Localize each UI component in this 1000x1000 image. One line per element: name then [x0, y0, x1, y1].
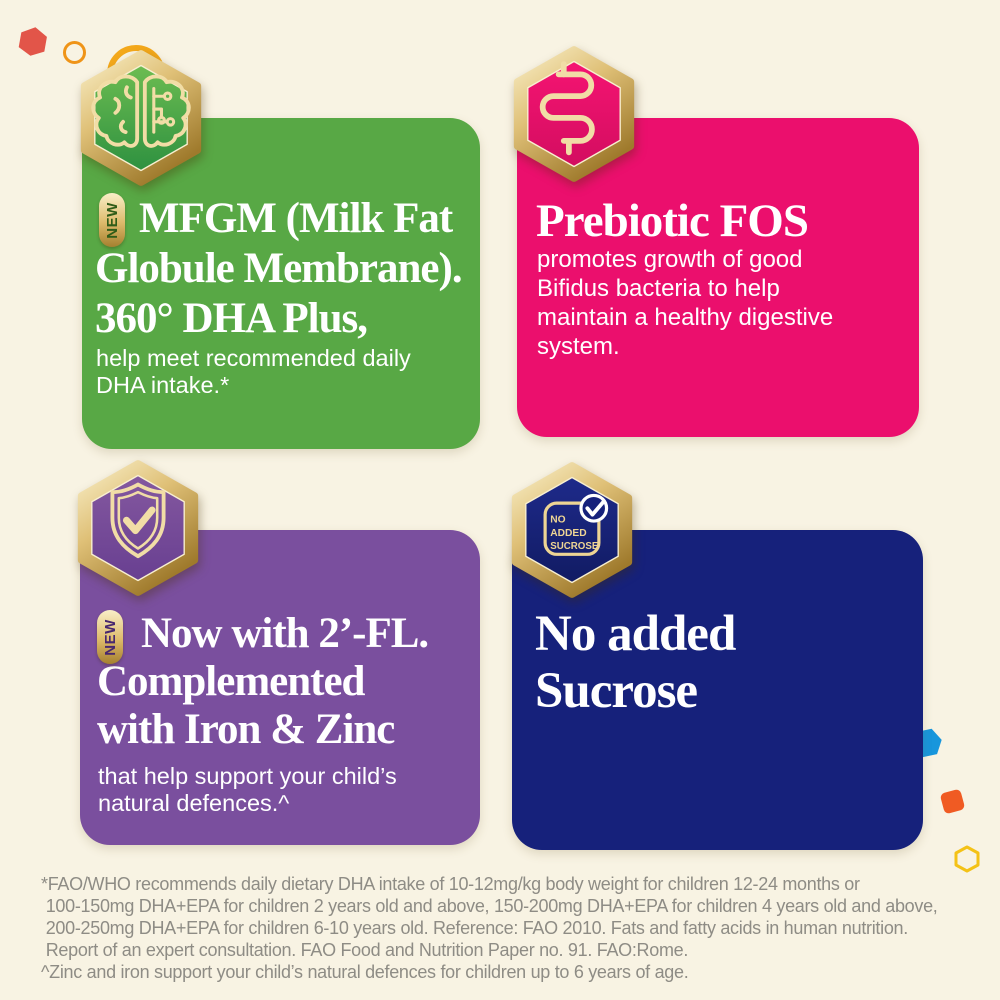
card-body: help meet recommended daily DHA intake.*	[96, 345, 411, 399]
title-line: MFGM (Milk Fat	[139, 195, 453, 242]
brain-circuit-icon	[80, 50, 202, 186]
body-line: natural defences.^	[98, 790, 290, 816]
check-circle-icon	[579, 493, 609, 523]
card-title: MFGM (Milk Fat Globule Membrane). 360° D…	[95, 194, 463, 344]
seal-text-line: ADDED	[550, 528, 586, 539]
title-line: 360° DHA Plus,	[95, 295, 368, 342]
body-line: system.	[537, 333, 620, 360]
title-line: with Iron & Zinc	[97, 706, 395, 753]
footnote-line: 100-150mg DHA+EPA for children 2 years o…	[41, 896, 938, 916]
intestine-icon	[513, 46, 635, 182]
card-body: promotes growth of good Bifidus bacteria…	[537, 245, 833, 361]
new-badge: NEW	[99, 193, 125, 247]
seal-text-line: SUCROSE	[550, 541, 599, 552]
new-badge-label: NEW	[103, 201, 121, 239]
body-line: that help support your child’s	[98, 763, 397, 789]
title-line: Complemented	[97, 658, 365, 705]
orange-square-decoration	[939, 788, 966, 815]
footnote-line: *FAO/WHO recommends daily dietary DHA in…	[41, 874, 860, 894]
no-added-sucrose-seal-icon: NO ADDED SUCROSE	[511, 462, 633, 598]
card-prebiotic-fos: Prebiotic FOS promotes growth of good Bi…	[517, 118, 919, 437]
body-line: promotes growth of good	[537, 246, 803, 273]
card-body: that help support your child’s natural d…	[98, 763, 397, 817]
red-hexagon-decoration	[18, 27, 47, 56]
footnote-line: 200-250mg DHA+EPA for children 6-10 year…	[41, 918, 909, 938]
card-title: No added Sucrose	[535, 606, 736, 720]
body-line: DHA intake.*	[96, 372, 230, 398]
title-line: Sucrose	[535, 663, 698, 719]
new-badge-label: NEW	[101, 618, 119, 656]
title-line: Globule Membrane).	[95, 245, 463, 292]
card-title: Now with 2’-FL. Complemented with Iron &…	[97, 610, 429, 754]
footnote-line: ^Zinc and iron support your child’s natu…	[41, 962, 689, 982]
new-badge: NEW	[97, 610, 123, 664]
title-line: Now with 2’-FL.	[141, 610, 429, 657]
shield-check-icon	[77, 460, 199, 596]
body-line: maintain a healthy digestive	[537, 304, 834, 331]
footnote-block: *FAO/WHO recommends daily dietary DHA in…	[41, 873, 938, 983]
footnote-line: Report of an expert consultation. FAO Fo…	[41, 940, 689, 960]
title-line: Prebiotic FOS	[536, 195, 809, 247]
title-line: No added	[535, 606, 736, 662]
card-title: Prebiotic FOS	[536, 195, 809, 247]
yellow-hexagon-outline-decoration	[954, 845, 980, 873]
orange-ring-decoration	[63, 41, 86, 64]
body-line: help meet recommended daily	[96, 345, 411, 371]
body-line: Bifidus bacteria to help	[537, 275, 780, 302]
seal-text-line: NO	[550, 514, 565, 525]
